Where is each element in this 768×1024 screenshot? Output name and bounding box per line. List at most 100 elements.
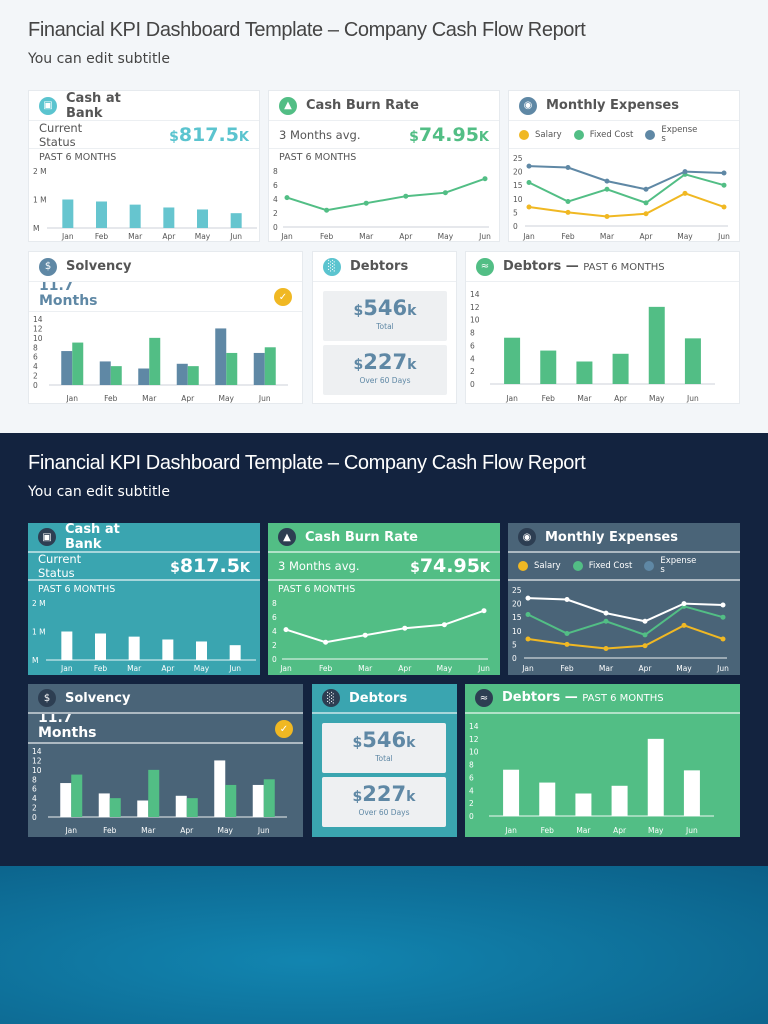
y-tick-label: 8 — [273, 167, 278, 176]
y-tick-label: 5 — [513, 208, 518, 217]
cash-value: $817.5K — [170, 555, 250, 577]
x-tick-label: Apr — [640, 232, 654, 241]
bar — [175, 795, 187, 817]
y-tick-label: 8 — [33, 343, 38, 352]
y-tick-label: 1 M — [33, 196, 47, 205]
x-tick-label: Apr — [398, 664, 412, 673]
bar — [253, 352, 265, 385]
burn-chart: 0 2 4 6 8 Jan Feb Mar Apr May Jun — [272, 599, 490, 673]
y-tick-label: 2 — [33, 372, 38, 381]
y-tick-label: 2 M — [32, 599, 46, 608]
page-title: Financial KPI Dashboard Template – Compa… — [28, 452, 586, 474]
x-tick-label: Mar — [127, 664, 142, 673]
x-tick-label: Mar — [359, 232, 374, 241]
card-title: Cash at Bank — [66, 90, 121, 121]
y-tick-label: 20 — [513, 168, 523, 177]
bar — [176, 363, 188, 385]
y-tick-label: 2 — [470, 367, 475, 376]
series-line — [528, 165, 725, 191]
card-title: Debtors — [350, 259, 409, 274]
x-tick-label: Jan — [64, 826, 77, 835]
bar — [61, 631, 73, 660]
cash-at-bank-card: ▣ Cash at Bank Current Status $817.5K PAS… — [28, 90, 260, 242]
x-tick-label: Jan — [505, 394, 518, 403]
page-subtitle: You can edit subtitle — [28, 51, 170, 67]
bar — [225, 784, 237, 817]
y-tick-label: 4 — [470, 354, 475, 363]
y-tick-label: 10 — [469, 748, 479, 757]
data-point — [604, 186, 610, 192]
bar — [252, 784, 264, 817]
x-tick-label: Apr — [614, 394, 628, 403]
data-point — [721, 182, 727, 188]
y-tick-label: 6 — [273, 181, 278, 190]
money-hand-icon: ◉ — [518, 528, 536, 546]
monthly-expenses-card: ◉ Monthly Expenses Salary Fixed Cost Expe… — [508, 90, 740, 242]
data-point — [525, 595, 531, 601]
bar — [264, 347, 276, 385]
x-tick-label: Mar — [600, 232, 615, 241]
x-tick-label: Mar — [141, 826, 156, 835]
bar — [575, 793, 592, 816]
y-tick-label: 14 — [469, 722, 479, 731]
series-line — [285, 609, 485, 644]
x-tick-label: Jun — [257, 826, 270, 835]
bar — [110, 366, 122, 385]
bar — [138, 368, 150, 385]
y-tick-label: 20 — [512, 600, 522, 609]
y-tick-label: 0 — [273, 223, 278, 232]
data-point — [721, 170, 727, 176]
dollar-icon: $ — [39, 257, 57, 276]
x-tick-label: May — [195, 232, 211, 241]
period-label: PAST 6 MONTHS — [38, 584, 116, 595]
x-tick-label: Apr — [162, 232, 176, 241]
expenses-chart: 0 5 10 15 20 25 Jan Feb Mar Apr May Jun — [512, 586, 729, 673]
x-tick-label: Jun — [686, 394, 699, 403]
bar — [186, 798, 198, 817]
y-tick-label: 14 — [32, 747, 42, 756]
data-point — [682, 169, 688, 175]
y-tick-label: 10 — [513, 195, 523, 204]
data-point — [526, 179, 532, 185]
bar — [540, 350, 557, 384]
data-point — [526, 163, 532, 169]
data-point — [564, 631, 570, 637]
status-label: 3 Months avg. — [278, 559, 360, 573]
data-point — [643, 200, 649, 206]
data-point — [564, 597, 570, 603]
solvency-card: $ Solvency 11.7 Months ✓ 0 2 4 6 8 10 12 14 Jan Fe… — [28, 251, 303, 404]
page-subtitle: You can edit subtitle — [28, 484, 170, 500]
x-tick-label: Mar — [576, 826, 591, 835]
dashboard-dark: Financial KPI Dashboard Template – Compa… — [0, 433, 768, 866]
card-title: Monthly Expenses — [545, 529, 678, 545]
y-tick-label: 12 — [470, 303, 480, 312]
x-tick-label: Feb — [103, 826, 117, 835]
card-title: Cash Burn Rate — [306, 98, 420, 113]
x-tick-label: Jun — [716, 664, 729, 673]
y-tick-label: M — [32, 656, 38, 665]
bar — [137, 800, 149, 817]
bar — [129, 204, 141, 228]
bar — [648, 306, 665, 384]
x-tick-label: Feb — [561, 232, 575, 241]
data-point — [482, 176, 488, 182]
data-point — [481, 608, 487, 614]
burn-value: $74.95K — [410, 555, 490, 577]
x-tick-label: Mar — [599, 664, 614, 673]
legend-fixed-cost: Fixed Cost — [573, 129, 633, 140]
debtors-history-card: ≈ Debtors — PAST 6 MONTHS 0 2 4 6 8 10 12 14 Jan F… — [465, 684, 740, 837]
x-tick-label: Jun — [685, 826, 698, 835]
data-point — [604, 213, 610, 219]
card-title: Debtors — [349, 690, 408, 706]
page-title: Financial KPI Dashboard Template – Compa… — [28, 19, 586, 41]
handshake-icon: ≈ — [476, 257, 494, 276]
bar — [683, 770, 700, 816]
x-tick-label: Feb — [319, 664, 333, 673]
bar — [99, 361, 111, 385]
y-tick-label: 6 — [470, 341, 475, 350]
bar — [71, 774, 83, 817]
y-tick-label: 0 — [272, 655, 277, 664]
y-tick-label: 8 — [32, 775, 37, 784]
data-point — [642, 618, 648, 624]
bank-icon: ▣ — [39, 96, 57, 115]
